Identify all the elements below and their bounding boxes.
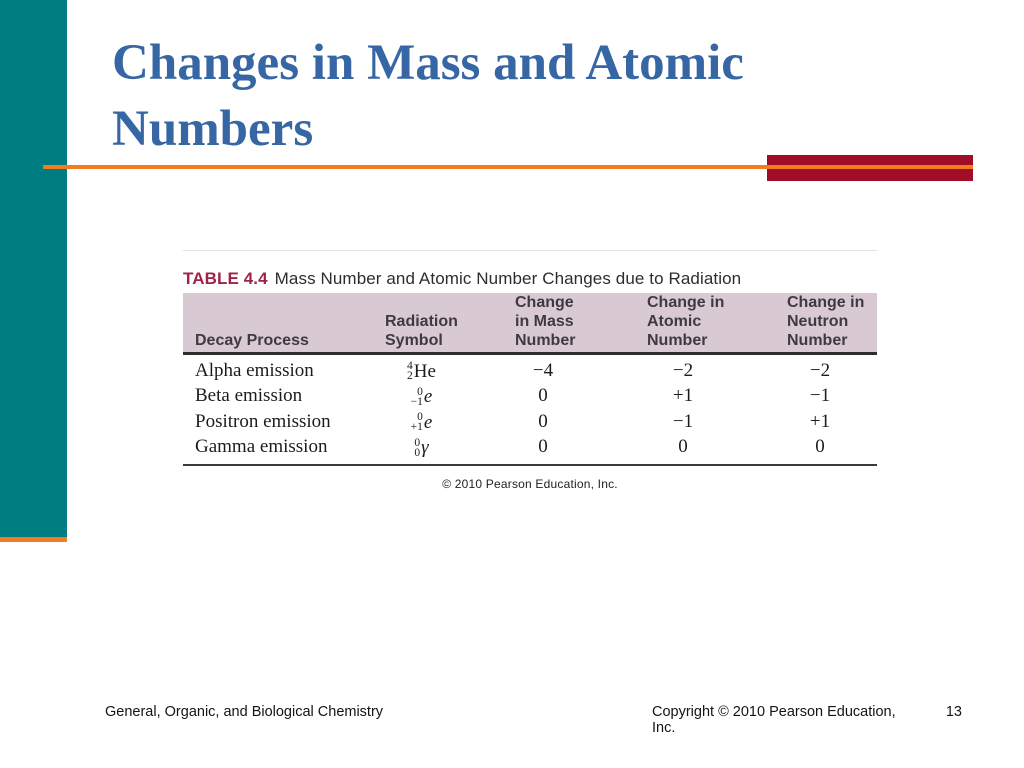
element-symbol: e [423, 411, 433, 433]
cell-radiation-symbol: 0 −1 e [360, 385, 483, 408]
atomic-number: 0 [414, 446, 421, 459]
table-caption-label: TABLE 4.4 [183, 269, 268, 288]
page-number: 13 [945, 704, 962, 720]
cell-radiation-symbol: 0 +1 e [360, 411, 483, 434]
nuclide-notation: 0 +1 e [410, 411, 433, 434]
footer-copyright: Copyright © 2010 Pearson Education, Inc. [652, 704, 896, 736]
cell-neutron-change: −1 [809, 385, 831, 407]
mass-number: 0 [417, 385, 423, 398]
nuclide-stack: 0 −1 [410, 385, 423, 408]
cell-atomic-change: +1 [672, 385, 694, 407]
figure-top-edge [183, 250, 877, 251]
cell-neutron-change: +1 [809, 410, 831, 432]
cell-atomic-change: −1 [672, 410, 694, 432]
header-cell-change-neutron: Change in Neutron Number [787, 294, 865, 349]
footer-copyright-area: Copyright © 2010 Pearson Education, Inc.… [652, 704, 962, 736]
mass-number: 0 [414, 436, 421, 449]
cell-mass-change: 0 [538, 436, 548, 458]
cell-mass-change: −4 [532, 359, 554, 381]
left-accent-bar [0, 0, 67, 537]
table-row-positron: Positron emission 0 +1 e 0 −1 +1 [183, 409, 877, 435]
cell-mass-change: 0 [538, 385, 548, 407]
table-figure: TABLE 4.4 Mass Number and Atomic Number C… [183, 250, 877, 491]
element-symbol: e [423, 386, 433, 408]
element-symbol: He [413, 360, 436, 382]
table-row-alpha: Alpha emission 4 2 He −4 −2 −2 [183, 358, 877, 384]
table-body: Alpha emission 4 2 He −4 −2 −2 Beta emissi… [183, 355, 877, 466]
mass-number: 0 [417, 411, 423, 424]
cell-radiation-symbol: 4 2 He [360, 360, 483, 383]
header-cell-radiation-symbol: Radiation Symbol [385, 313, 458, 349]
header-cell-change-atomic: Change in Atomic Number [647, 294, 725, 349]
table-credit-line: © 2010 Pearson Education, Inc. [442, 477, 618, 491]
atomic-number: +1 [410, 421, 423, 434]
cell-neutron-change: −2 [809, 359, 831, 381]
cell-decay-process: Gamma emission [195, 436, 328, 458]
atomic-number: −1 [410, 395, 423, 408]
cell-decay-process: Alpha emission [195, 359, 314, 381]
cell-mass-change: 0 [538, 410, 548, 432]
table-caption: TABLE 4.4 Mass Number and Atomic Number C… [183, 251, 877, 293]
left-accent-underline [0, 537, 67, 542]
header-cell-decay-process: Decay Process [195, 332, 309, 349]
mass-number: 4 [407, 360, 413, 373]
cell-atomic-change: −2 [672, 359, 694, 381]
footer-book-title: General, Organic, and Biological Chemist… [105, 704, 384, 720]
nuclide-notation: 4 2 He [407, 360, 436, 383]
cell-atomic-change: 0 [678, 436, 688, 458]
slide-title: Changes in Mass and Atomic Numbers [112, 35, 744, 157]
orange-divider-line [43, 165, 973, 169]
cell-decay-process: Positron emission [195, 410, 331, 432]
header-cell-change-mass: Change in Mass Number [515, 294, 576, 349]
nuclide-notation: 0 −1 e [410, 385, 433, 408]
table-caption-title: Mass Number and Atomic Number Changes du… [274, 269, 742, 288]
element-symbol: γ [421, 437, 429, 459]
table-header-row: Decay Process Radiation Symbol Change in… [183, 293, 877, 355]
table-row-beta: Beta emission 0 −1 e 0 +1 −1 [183, 384, 877, 410]
atomic-number: 2 [407, 370, 413, 383]
cell-decay-process: Beta emission [195, 385, 303, 407]
cell-neutron-change: 0 [815, 436, 825, 458]
nuclide-stack: 0 +1 [410, 411, 423, 434]
